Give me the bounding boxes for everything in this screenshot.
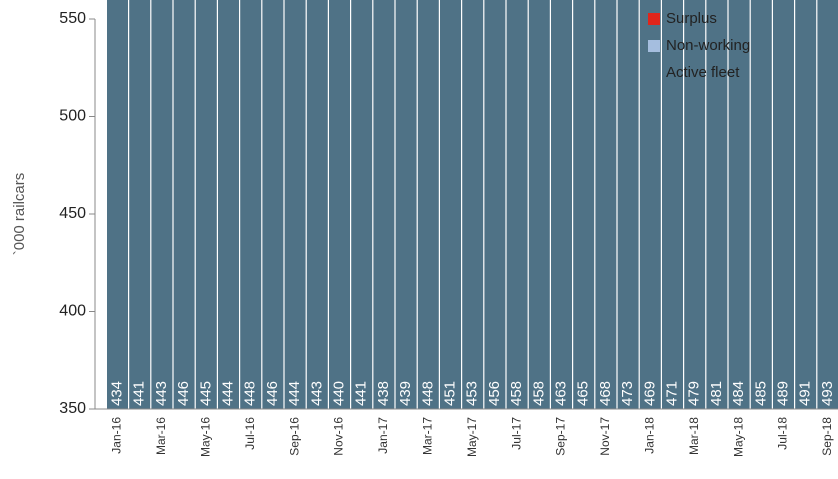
value-label: 451	[441, 381, 458, 406]
bar-segment	[284, 0, 306, 409]
legend-swatch	[648, 67, 660, 79]
legend-label: Surplus	[666, 10, 717, 27]
bar-segment	[750, 0, 772, 409]
bar-segment	[351, 0, 373, 409]
bar-segment	[617, 0, 639, 409]
x-tick-label: Mar-18	[687, 417, 701, 455]
legend-swatch	[648, 13, 660, 25]
bar-segment	[329, 0, 350, 409]
bar-segment	[795, 0, 817, 409]
bar-segment	[240, 0, 262, 409]
value-label: 438	[375, 381, 392, 406]
value-label: 471	[663, 381, 680, 406]
value-label: 463	[552, 381, 569, 406]
x-tick-label: Jan-18	[642, 417, 656, 454]
bar-segment	[107, 0, 128, 409]
y-tick-label: 400	[59, 303, 86, 320]
x-tick-label: Sep-18	[820, 417, 834, 456]
x-tick-label: Mar-16	[154, 417, 168, 455]
bar-segment	[639, 0, 661, 409]
value-label: 446	[175, 381, 192, 406]
bar-segment	[595, 0, 617, 409]
value-label: 489	[774, 381, 791, 406]
value-label: 473	[619, 381, 636, 406]
value-label: 456	[486, 381, 503, 406]
y-tick-label: 450	[59, 205, 86, 222]
y-axis-label: `000 railcars	[11, 173, 28, 256]
bar-segment	[173, 0, 195, 409]
bar-segment	[417, 0, 439, 409]
bar-segment	[551, 0, 572, 409]
x-tick-label: Jul-16	[243, 417, 257, 450]
y-tick-label: 350	[59, 400, 86, 417]
x-tick-label: Sep-16	[287, 417, 301, 456]
bar-segment	[484, 0, 506, 409]
bar-segment	[129, 0, 151, 409]
bar-segment	[706, 0, 728, 409]
bar-segment	[218, 0, 239, 409]
x-tick-label: Sep-17	[554, 417, 568, 456]
value-label: 443	[153, 381, 170, 406]
value-label: 448	[419, 381, 436, 406]
value-label: 469	[641, 381, 658, 406]
value-label: 453	[464, 381, 481, 406]
x-tick-label: Nov-17	[598, 417, 612, 456]
value-label: 434	[108, 381, 125, 406]
legend-swatch	[648, 40, 660, 52]
x-tick-label: Mar-17	[420, 417, 434, 455]
value-label: 465	[575, 381, 592, 406]
value-label: 446	[264, 381, 281, 406]
bar-segment	[728, 0, 750, 409]
value-label: 458	[530, 381, 547, 406]
value-label: 493	[819, 381, 836, 406]
value-label: 448	[242, 381, 259, 406]
value-label: 445	[197, 381, 214, 406]
legend-label: Non-working	[666, 37, 750, 54]
bar-segment	[773, 0, 794, 409]
value-label: 481	[708, 381, 725, 406]
x-tick-label: May-18	[731, 417, 745, 457]
x-tick-label: May-17	[465, 417, 479, 457]
x-tick-label: Nov-16	[332, 417, 346, 456]
x-tick-label: Jan-17	[376, 417, 390, 454]
y-tick-label: 500	[59, 108, 86, 125]
value-label: 484	[730, 381, 747, 406]
value-label: 440	[330, 381, 347, 406]
bar-segment	[195, 0, 217, 409]
x-tick-label: Jul-17	[509, 417, 523, 450]
bar-segment	[684, 0, 706, 409]
bar-segment	[306, 0, 328, 409]
value-label: 441	[131, 381, 148, 406]
bar-segment	[395, 0, 417, 409]
bar-segment	[262, 0, 284, 409]
value-label: 443	[308, 381, 325, 406]
bar-segment	[506, 0, 528, 409]
value-label: 485	[752, 381, 769, 406]
x-tick-label: May-16	[198, 417, 212, 457]
y-tick-label: 550	[59, 10, 86, 27]
value-label: 491	[797, 381, 814, 406]
value-label: 441	[353, 381, 370, 406]
bar-segment	[817, 0, 838, 409]
bar-segment	[373, 0, 395, 409]
x-tick-label: Jan-16	[110, 417, 124, 454]
bar-segment	[440, 0, 461, 409]
bar-segment	[528, 0, 550, 409]
bar-segment	[151, 0, 173, 409]
value-label: 439	[397, 381, 414, 406]
value-label: 468	[597, 381, 614, 406]
bar-segment	[662, 0, 683, 409]
value-label: 458	[508, 381, 525, 406]
bar-segment	[462, 0, 484, 409]
value-label: 444	[286, 381, 303, 406]
x-tick-label: Jul-18	[776, 417, 790, 450]
value-label: 444	[219, 381, 236, 406]
value-label: 479	[686, 381, 703, 406]
bar-segment	[573, 0, 595, 409]
legend-label: Active fleet	[666, 64, 740, 81]
